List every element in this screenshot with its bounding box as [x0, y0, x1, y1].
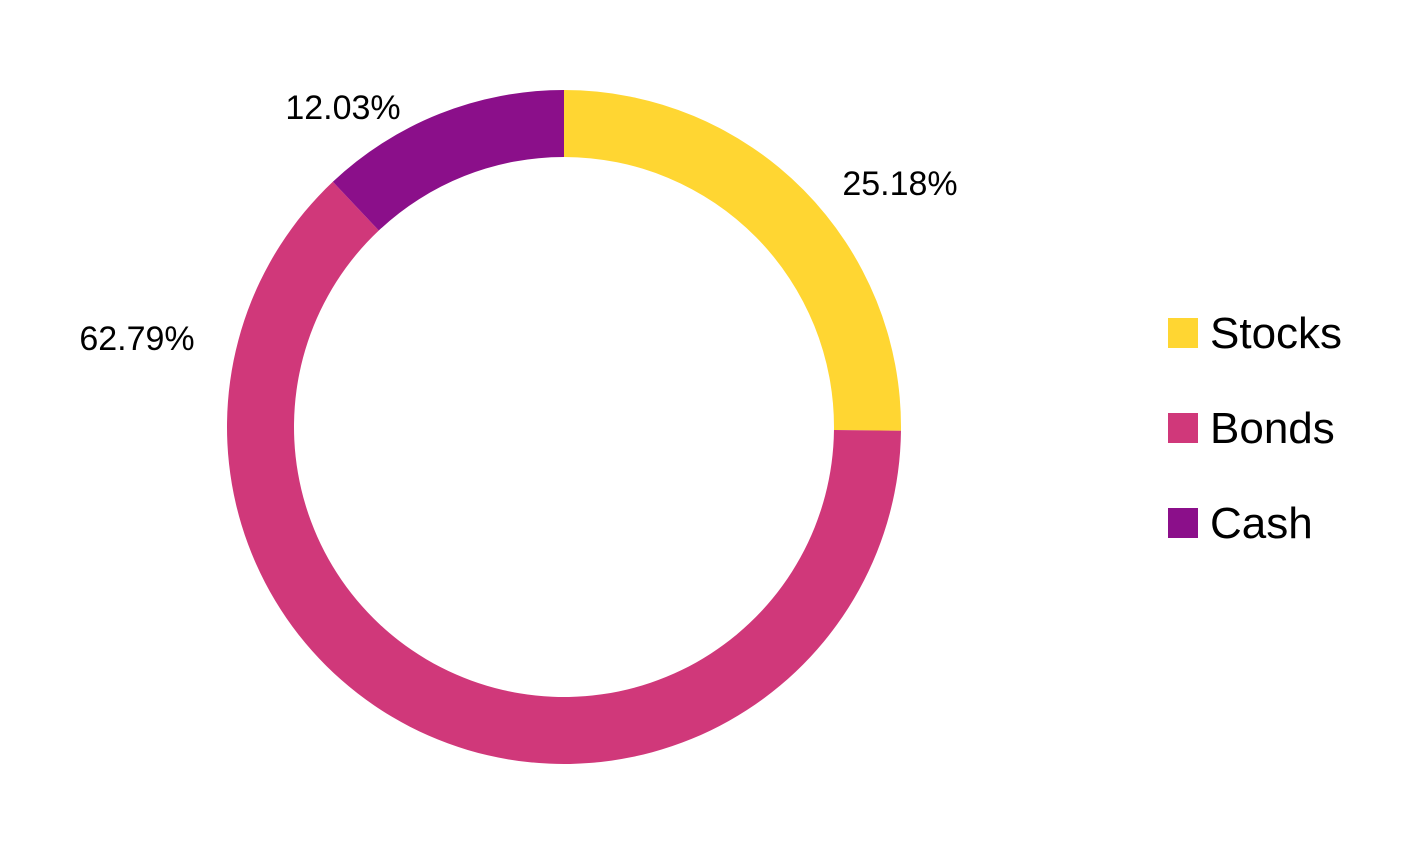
legend-swatch-cash [1168, 508, 1198, 538]
legend-label-stocks: Stocks [1210, 309, 1342, 358]
legend-swatch-stocks [1168, 318, 1198, 348]
legend-swatch-bonds [1168, 413, 1198, 443]
slice-bonds [227, 181, 901, 765]
data-label-bonds: 62.79% [79, 320, 194, 358]
slice-cash [332, 90, 564, 231]
legend-label-cash: Cash [1210, 499, 1313, 548]
data-labels: 25.18% 62.79% 12.03% [79, 89, 957, 358]
data-label-cash: 12.03% [285, 89, 400, 127]
legend: Stocks Bonds Cash [1168, 309, 1342, 548]
data-label-stocks: 25.18% [842, 165, 957, 203]
legend-label-bonds: Bonds [1210, 404, 1335, 453]
slice-stocks [564, 90, 901, 431]
donut-slices [227, 90, 901, 765]
